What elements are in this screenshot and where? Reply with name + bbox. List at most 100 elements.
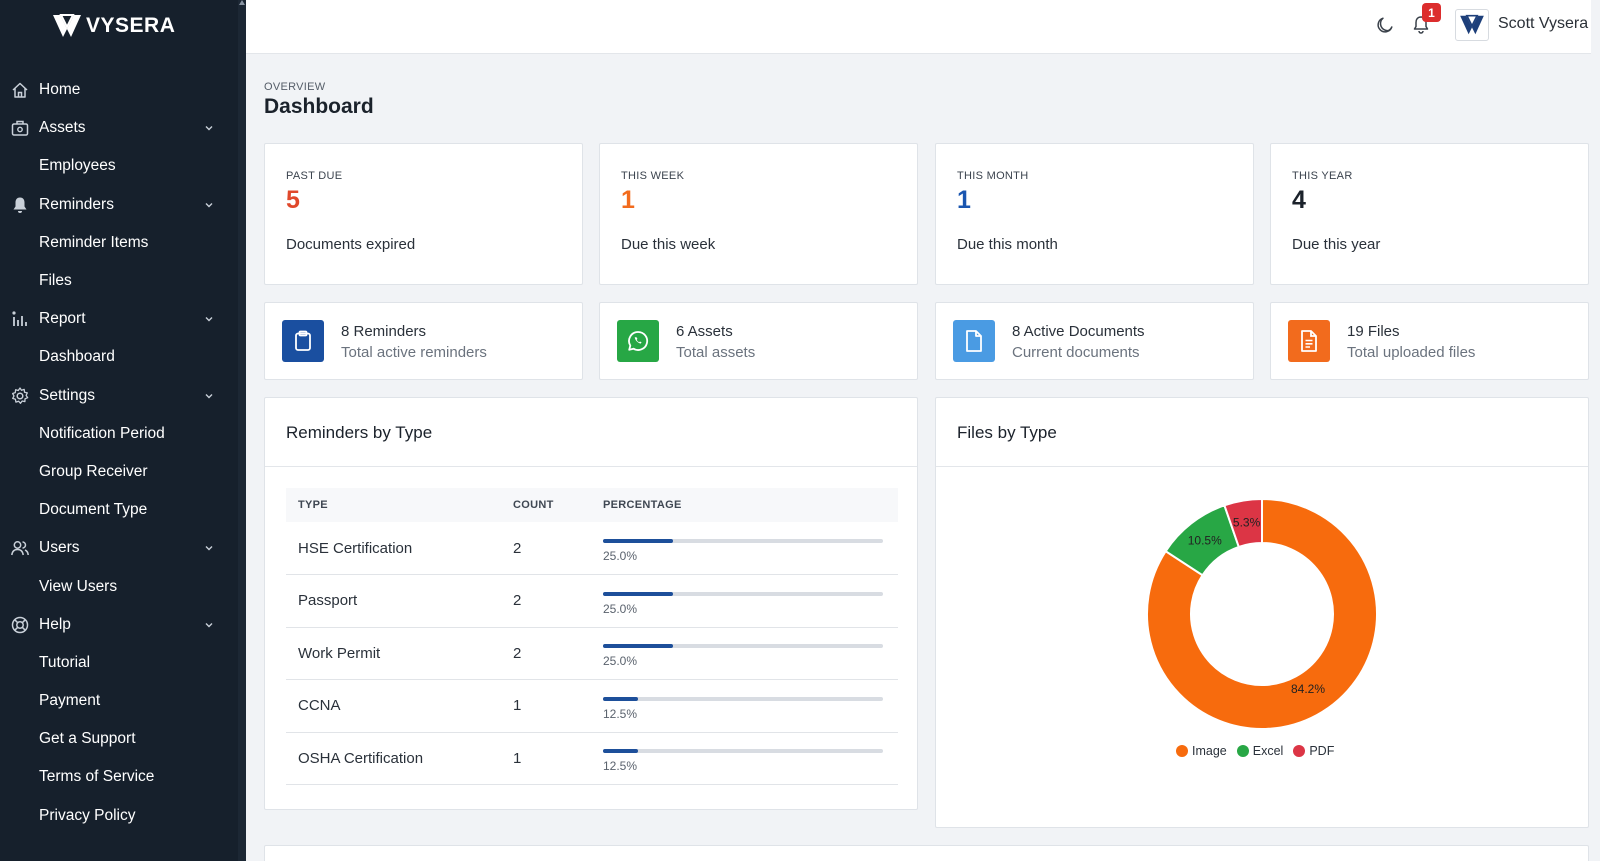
sidebar-item-view-users[interactable]: View Users [0,567,246,605]
sidebar-item-terms-of-service[interactable]: Terms of Service [0,758,246,796]
dark-mode-moon-icon[interactable] [1375,15,1395,35]
column-header-type[interactable]: TYPE [286,488,501,522]
sidebar-item-group-receiver[interactable]: Group Receiver [0,453,246,491]
percentage-label: 12.5% [603,759,638,774]
chevron-down-icon[interactable] [204,391,214,401]
summary-subtitle: Total active reminders [341,344,487,361]
percentage-cell: 25.0% [591,522,898,575]
summary-card-files[interactable]: 19 Files Total uploaded files [1270,302,1589,380]
percentage-label: 25.0% [603,654,638,669]
page-title: Dashboard [264,95,374,118]
sidebar-item-notification-period[interactable]: Notification Period [0,415,246,453]
notification-count-badge: 1 [1422,3,1441,22]
chevron-down-icon[interactable] [204,123,214,133]
sidebar: VYSERA Home Assets Employees Reminders Remin… [0,0,246,861]
legend-label: Excel [1252,744,1284,758]
donut-data-label: 84.2% [1291,682,1325,696]
percentage-progress-fill [603,644,673,649]
summary-title: 8 Reminders [341,323,427,340]
sidebar-item-label: Report [39,310,86,328]
sidebar-item-assets[interactable]: Assets [0,109,246,147]
sidebar-item-settings[interactable]: Settings [0,377,246,415]
files-donut-chart: 84.2% 10.5% 5.3% [1146,497,1378,730]
summary-card-assets[interactable]: 6 Assets Total assets [599,302,918,380]
count-cell: 2 [501,522,591,575]
percentage-progress-fill [603,591,673,596]
user-name[interactable]: Scott Vysera [1498,15,1589,32]
sidebar-item-files[interactable]: Files [0,262,246,300]
column-header-percentage[interactable]: PERCENTAGE [591,488,898,522]
sidebar-item-home[interactable]: Home [0,71,246,109]
sidebar-item-label: Dashboard [39,348,115,366]
sidebar-item-employees[interactable]: Employees [0,147,246,185]
stat-card-this-week[interactable]: THIS WEEK 1 Due this week [599,143,918,285]
donut-slice-image[interactable] [1146,497,1378,730]
column-header-count[interactable]: COUNT [501,488,591,522]
percentage-cell: 12.5% [591,732,898,785]
panel-divider [936,466,1588,467]
percentage-progress-bar [603,696,883,701]
chart-legend: Image Excel PDF [1176,744,1334,758]
sidebar-item-privacy-policy[interactable]: Privacy Policy [0,797,246,835]
report-icon [12,311,27,327]
chevron-down-icon[interactable] [204,314,214,324]
stat-card-this-year[interactable]: THIS YEAR 4 Due this year [1270,143,1589,285]
sidebar-item-document-type[interactable]: Document Type [0,491,246,529]
type-cell: Passport [286,574,501,628]
next-panel [264,845,1589,861]
stat-value: 1 [957,186,971,214]
sidebar-item-get-a-support[interactable]: Get a Support [0,720,246,758]
stat-label: THIS YEAR [1292,170,1353,182]
sidebar-item-label: Payment [39,692,101,710]
stat-card-this-month[interactable]: THIS MONTH 1 Due this month [935,143,1254,285]
percentage-progress-bar [603,749,883,754]
files-by-type-panel: Files by Type 84.2% 10.5% 5.3% Image Excel P… [935,397,1589,828]
sidebar-item-help[interactable]: Help [0,606,246,644]
sidebar-item-tutorial[interactable]: Tutorial [0,644,246,682]
reminders-table: TYPE COUNT PERCENTAGE HSE Certification 2… [286,488,898,785]
count-cell: 1 [501,732,591,785]
count-cell: 1 [501,679,591,733]
sidebar-item-payment[interactable]: Payment [0,682,246,720]
brand-logo[interactable]: VYSERA [52,13,175,39]
summary-card-documents[interactable]: 8 Active Documents Current documents [935,302,1254,380]
sidebar-item-report[interactable]: Report [0,300,246,338]
scroll-up-arrow-icon[interactable] [239,0,245,5]
legend-item-pdf[interactable]: PDF [1293,744,1334,758]
summary-card-reminders[interactable]: 8 Reminders Total active reminders [264,302,583,380]
chevron-down-icon[interactable] [204,543,214,553]
sidebar-item-reminders[interactable]: Reminders [0,186,246,224]
summary-title: 6 Assets [676,323,733,340]
count-cell: 2 [501,627,591,680]
chevron-down-icon[interactable] [204,200,214,210]
sidebar-scrollbar[interactable] [238,0,246,861]
donut-slice-pdf[interactable] [1223,497,1263,549]
legend-swatch [1236,745,1249,757]
chevron-down-icon[interactable] [204,620,214,630]
sidebar-item-label: Home [39,81,81,99]
legend-item-image[interactable]: Image [1176,744,1227,758]
legend-label: PDF [1309,744,1335,758]
sidebar-item-reminder-items[interactable]: Reminder Items [0,224,246,262]
sidebar-item-users[interactable]: Users [0,529,246,567]
breadcrumb: OVERVIEW [264,81,326,93]
page-scrollbar[interactable] [1591,0,1600,861]
sidebar-item-dashboard[interactable]: Dashboard [0,338,246,376]
legend-item-excel[interactable]: Excel [1236,744,1284,758]
stat-value: 4 [1292,186,1306,214]
users-icon [11,541,29,556]
sidebar-item-label: Get a Support [39,730,136,748]
user-avatar[interactable] [1455,9,1489,41]
stat-card-past-due[interactable]: PAST DUE 5 Documents expired [264,143,583,285]
table-row: HSE Certification 2 25.0% [286,522,898,575]
stat-description: Documents expired [286,236,416,253]
percentage-cell: 25.0% [591,574,898,628]
table-header-row: TYPE COUNT PERCENTAGE [286,488,898,522]
percentage-progress-fill [603,696,638,701]
sidebar-item-label: Notification Period [39,424,165,442]
table-row: Work Permit 2 25.0% [286,627,898,680]
gear-icon [11,386,29,404]
sidebar-item-label: Settings [39,386,96,404]
avatar-logo-icon [1460,14,1484,35]
legend-label: Image [1192,744,1227,758]
